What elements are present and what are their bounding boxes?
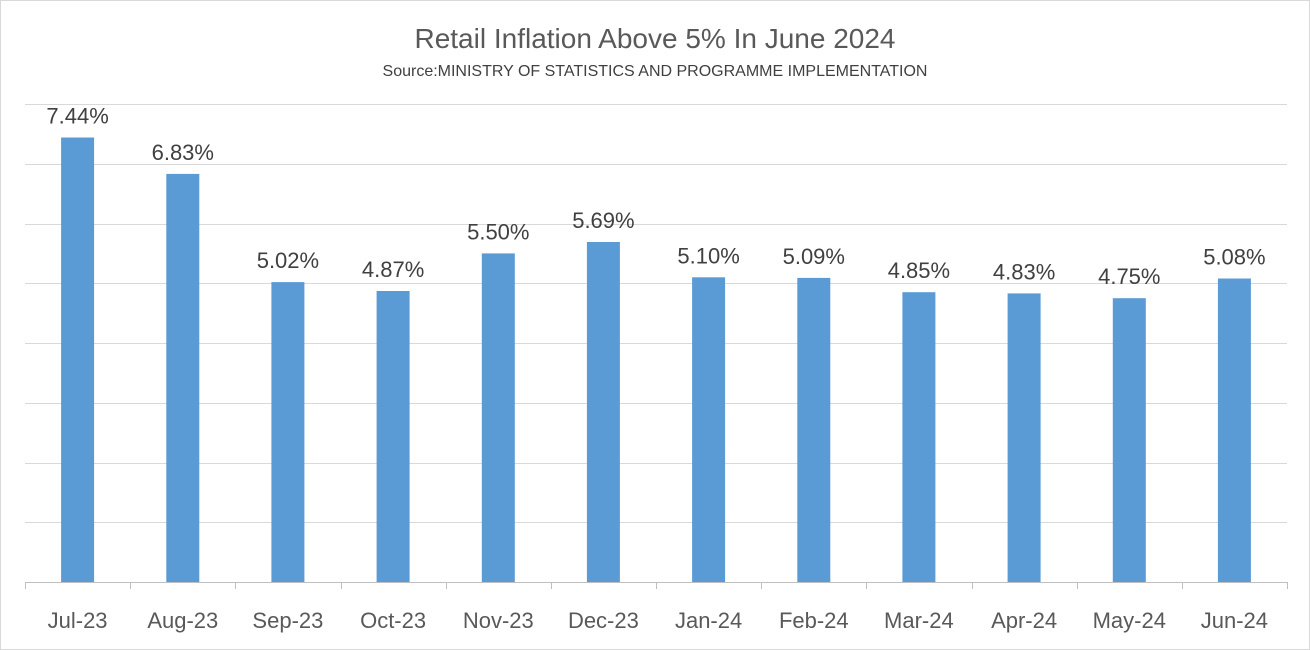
bar-dec-23 [586, 242, 620, 582]
category-label: Feb-24 [779, 608, 849, 633]
data-label: 4.87% [362, 257, 424, 282]
chart-subtitle: Source:MINISTRY OF STATISTICS AND PROGRA… [382, 63, 928, 80]
category-label: Mar-24 [884, 608, 954, 633]
category-label: Jun-24 [1201, 608, 1268, 633]
category-label: Dec-23 [568, 608, 639, 633]
data-label: 5.08% [1203, 245, 1265, 270]
data-label: 4.75% [1098, 264, 1160, 289]
bar-apr-24 [1007, 293, 1041, 582]
data-label: 4.83% [993, 259, 1055, 284]
data-labels: 7.44% 6.83% 5.02% 4.87% 5.50% 5.69% 5.10% 5.09%… [46, 104, 1265, 290]
bar-jul-23 [61, 137, 95, 582]
x-axis [25, 582, 1288, 589]
category-label: Nov-23 [463, 608, 534, 633]
bar-jun-24 [1217, 278, 1251, 582]
bar-feb-24 [797, 277, 831, 582]
chart-title: Retail Inflation Above 5% In June 2024 [414, 23, 896, 54]
bar-sep-23 [271, 282, 305, 582]
category-label: Oct-23 [360, 608, 426, 633]
bar-jan-24 [692, 277, 726, 582]
category-label: Sep-23 [252, 608, 323, 633]
data-label: 5.09% [783, 244, 845, 269]
category-labels: Jul-23 Aug-23 Sep-23 Oct-23 Nov-23 Dec-23 Jan-… [48, 608, 1268, 633]
category-label: Aug-23 [147, 608, 218, 633]
data-label: 5.50% [467, 219, 529, 244]
data-label: 7.44% [46, 104, 108, 129]
bar-aug-23 [166, 173, 200, 582]
data-label: 5.10% [677, 243, 739, 268]
bar-oct-23 [376, 291, 410, 582]
category-label: Apr-24 [991, 608, 1057, 633]
bar-nov-23 [481, 253, 515, 582]
data-label: 6.83% [152, 140, 214, 165]
data-label: 4.85% [888, 258, 950, 283]
gridlines [25, 104, 1287, 523]
data-label: 5.69% [572, 208, 634, 233]
category-label: Jul-23 [48, 608, 108, 633]
bar-may-24 [1112, 298, 1146, 582]
category-label: Jan-24 [675, 608, 742, 633]
bar-mar-24 [902, 292, 936, 582]
category-label: May-24 [1093, 608, 1166, 633]
bars [61, 137, 1251, 582]
data-label: 5.02% [257, 248, 319, 273]
